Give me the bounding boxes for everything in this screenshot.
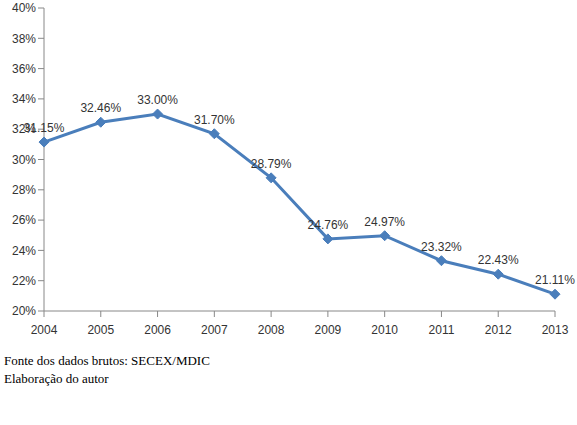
svg-text:2013: 2013 [542, 323, 569, 337]
svg-text:38%: 38% [12, 32, 36, 46]
svg-text:22%: 22% [12, 274, 36, 288]
html-text:Fonte dos dados brutos: SECEX/: Fonte dos dados brutos: SECEX/MDIC [4, 353, 210, 368]
svg-text:40%: 40% [12, 1, 36, 15]
svg-text:2006: 2006 [144, 323, 171, 337]
svg-text:20%: 20% [12, 304, 36, 318]
svg-text:34%: 34% [12, 92, 36, 106]
svg-text:36%: 36% [12, 62, 36, 76]
svg-text:24.97%: 24.97% [364, 215, 405, 229]
svg-text:2010: 2010 [371, 323, 398, 337]
svg-text:2009: 2009 [315, 323, 342, 337]
svg-text:21.11%: 21.11% [535, 273, 569, 287]
svg-text:31.70%: 31.70% [194, 113, 235, 127]
svg-text:26%: 26% [12, 213, 36, 227]
svg-text:30%: 30% [12, 153, 36, 167]
svg-text:24.76%: 24.76% [308, 218, 349, 232]
svg-text:23.32%: 23.32% [421, 240, 462, 254]
svg-text:24%: 24% [12, 244, 36, 258]
svg-text:32.46%: 32.46% [80, 101, 121, 115]
svg-text:2005: 2005 [87, 323, 114, 337]
svg-text:2007: 2007 [201, 323, 228, 337]
html-text:Elaboração do autor: Elaboração do autor [4, 371, 109, 386]
svg-text:2011: 2011 [429, 323, 455, 337]
svg-text:31.15%: 31.15% [24, 121, 65, 135]
svg-text:28%: 28% [12, 183, 36, 197]
svg-text:22.43%: 22.43% [478, 253, 519, 267]
svg-text:2004: 2004 [31, 323, 58, 337]
svg-text:28.79%: 28.79% [251, 157, 292, 171]
svg-text:2008: 2008 [258, 323, 285, 337]
svg-text:33.00%: 33.00% [137, 93, 178, 107]
svg-text:2012: 2012 [485, 323, 512, 337]
